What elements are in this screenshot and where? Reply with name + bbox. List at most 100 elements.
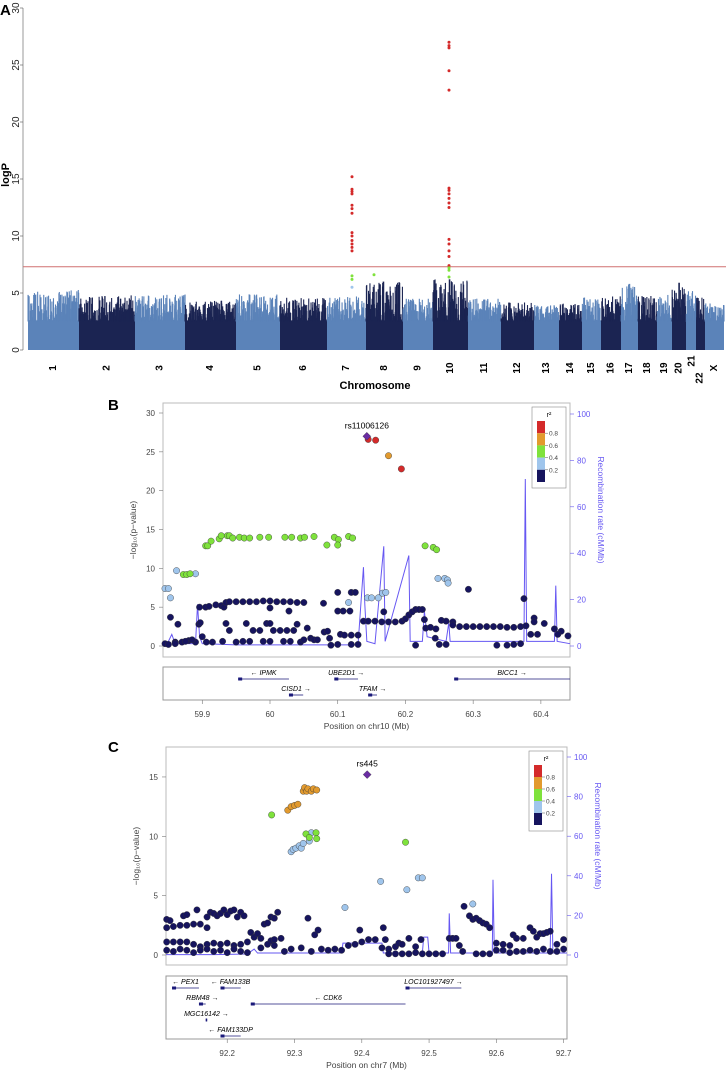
y-tick-label: 0 [154,951,159,960]
manhattan-point [292,300,294,322]
manhattan-point [720,307,722,322]
manhattan-point [405,298,407,322]
gene-exon [238,677,243,681]
gene-exon [368,693,373,697]
manhattan-point [110,311,112,322]
chromosome-band [696,320,705,350]
manhattan-point [599,308,601,322]
hit-point [447,40,451,44]
manhattan-point [514,312,516,322]
manhattan-point [48,318,50,322]
manhattan-point [160,298,163,322]
manhattan-point [513,318,515,322]
manhattan-point [578,318,580,322]
manhattan-point [165,298,167,322]
manhattan-point [568,315,570,322]
manhattan-point [495,320,497,322]
snp-point-r2-00 [490,623,497,630]
manhattan-point [606,304,608,322]
manhattan-point [710,308,712,322]
manhattan-point [248,294,250,322]
snp-point-r2-04 [305,834,313,841]
manhattan-point [257,316,259,322]
manhattan-point [255,295,257,322]
snp-point-r2-00 [285,607,293,615]
manhattan-point [503,312,505,322]
snp-point-r2-00 [439,950,446,958]
snp-point-r2-00 [259,597,267,605]
manhattan-point [674,304,676,322]
y-tick-label: 0 [151,642,156,651]
manhattan-point [74,314,76,322]
gene-ube2d1: UBE2D1 → [328,670,364,681]
chromosome-band [236,320,280,350]
snp-point-r2-00 [202,638,210,646]
manhattan-point [72,298,74,322]
manhattan-point [627,320,629,322]
manhattan-point [104,296,106,322]
manhattan-point [583,297,586,322]
snp-point-r2-00 [205,602,213,610]
manhattan-point [78,308,80,322]
hit-point [447,88,451,92]
snp-point-r2-00 [392,950,399,958]
manhattan-point [661,305,663,322]
manhattan-point [128,308,130,322]
manhattan-point [237,299,239,322]
x-tick-label: 60.4 [533,710,549,719]
snp-point-r2-00 [412,949,420,957]
chromosome-band [582,320,601,350]
snp-point-r2-00 [553,940,561,948]
y-tick-label: 20 [146,487,155,496]
manhattan-point [294,318,297,322]
snp-point-r2-00 [277,934,285,942]
manhattan-point [485,310,487,322]
y-tick-label: 30 [146,409,155,418]
manhattan-point [573,314,576,322]
manhattan-point [509,302,511,322]
snp-point-r2-00 [230,906,238,914]
x-tick-label: 92.5 [421,1049,437,1058]
snp-point-r2-00 [499,946,507,954]
legend-swatch [537,457,545,470]
manhattan-point [348,317,350,322]
manhattan-point [498,308,500,322]
manhattan-point [251,316,253,322]
manhattan-point [185,318,187,322]
manhattan-point [111,298,113,322]
manhattan-point [100,312,102,322]
hit-point [447,249,451,253]
manhattan-point [711,306,713,322]
manhattan-point [518,318,521,322]
chromosome-label: 9 [413,365,424,371]
manhattan-point [370,310,372,322]
manhattan-point [504,308,506,322]
manhattan-point [62,319,64,322]
snp-point-r2-00 [257,934,265,942]
manhattan-point [684,303,686,322]
snp-point-r2-00 [246,637,254,645]
manhattan-point [423,312,425,322]
manhattan-point [642,313,644,322]
manhattan-point [274,313,276,322]
manhattan-point [228,303,230,322]
snp-point-r2-02 [382,589,390,596]
y-tick-label: 5 [151,603,156,612]
manhattan-point [410,299,412,322]
manhattan-point [313,310,315,322]
manhattan-point [592,302,594,322]
manhattan-point [438,307,440,322]
snp-point-r2-00 [314,926,322,934]
manhattan-point [426,305,428,322]
manhattan-point [208,309,210,322]
snp-point-r2-00 [425,950,433,958]
snp-point-r2-00 [405,950,413,958]
manhattan-point [372,286,374,322]
manhattan-point [452,313,454,322]
manhattan-point [500,304,502,322]
chromosome-label: 7 [341,365,352,371]
snp-point-r2-00 [465,585,472,593]
manhattan-point [399,319,401,322]
manhattan-point [631,320,633,322]
manhattan-point [620,304,623,322]
